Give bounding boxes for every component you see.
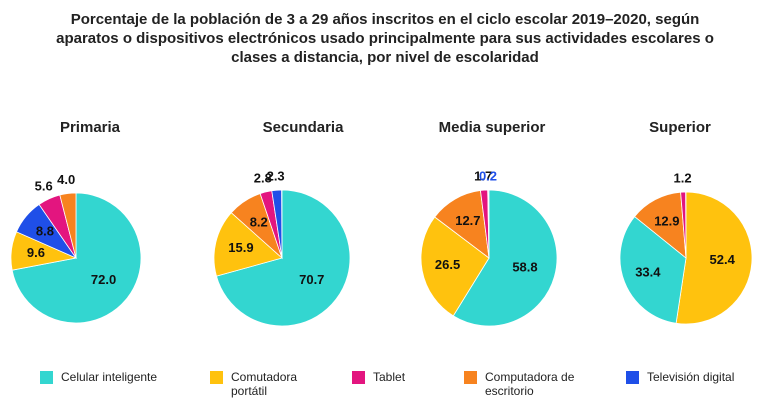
- legend-swatch: [464, 371, 477, 384]
- legend-swatch: [40, 371, 53, 384]
- data-label: 15.9: [228, 240, 253, 255]
- legend-item: Tablet: [352, 370, 442, 398]
- data-label: 70.7: [299, 272, 324, 287]
- legend: Celular inteligente Comutadora portátil Ta…: [40, 370, 766, 398]
- data-label: 0.2: [479, 168, 497, 183]
- pie-slice: [215, 189, 351, 327]
- pie-slice: [675, 191, 753, 325]
- data-label: 1.2: [673, 171, 691, 186]
- data-label: 26.5: [435, 257, 460, 272]
- pie-slice: [271, 189, 283, 259]
- legend-label: Tablet: [373, 370, 406, 384]
- pie-title: Superior: [649, 119, 711, 136]
- legend-swatch: [210, 371, 223, 384]
- data-label: 12.7: [455, 213, 480, 228]
- legend-label: Computadora de escritorio: [485, 370, 575, 398]
- pie-slice: [619, 216, 687, 324]
- legend-label: Televisión digital: [647, 370, 735, 384]
- chart: Primaria 72.0 9.6 8.8 5.6 4.0 Secundaria 70.7 15…: [10, 119, 753, 327]
- legend-item: Comutadora portátil: [210, 370, 330, 398]
- data-label: 5.6: [35, 178, 53, 193]
- data-label: 8.2: [250, 214, 268, 229]
- pie-slice: [420, 216, 490, 317]
- data-label: 2.3: [267, 169, 285, 184]
- data-label: 72.0: [91, 272, 116, 287]
- data-label: 4.0: [57, 172, 75, 187]
- data-label: 2.8: [254, 171, 272, 186]
- data-label: 9.6: [27, 245, 45, 260]
- data-label: 58.8: [512, 260, 537, 275]
- legend-label: Comutadora portátil: [231, 370, 298, 398]
- data-label: 1.7: [474, 169, 492, 184]
- chart-title: Porcentaje de la población de 3 a 29 año…: [56, 11, 714, 66]
- legend-label: Celular inteligente: [61, 370, 158, 384]
- legend-swatch: [626, 371, 639, 384]
- pie-slice: [213, 212, 283, 277]
- legend-item: Computadora de escritorio: [464, 370, 604, 398]
- pie-slice: [59, 192, 77, 259]
- pie-slice: [680, 191, 687, 259]
- data-label: 12.9: [654, 213, 679, 228]
- pie-slice: [452, 189, 558, 327]
- data-label: 52.4: [710, 252, 736, 267]
- pie-slice: [487, 189, 490, 259]
- data-label: 33.4: [635, 264, 661, 279]
- legend-swatch: [352, 371, 365, 384]
- data-label: 8.8: [36, 224, 54, 239]
- pie-title: Media superior: [439, 119, 546, 136]
- legend-item: Celular inteligente: [40, 370, 188, 398]
- legend-item: Televisión digital: [626, 370, 766, 398]
- pie-title: Primaria: [60, 119, 121, 136]
- pie-title: Secundaria: [263, 119, 345, 136]
